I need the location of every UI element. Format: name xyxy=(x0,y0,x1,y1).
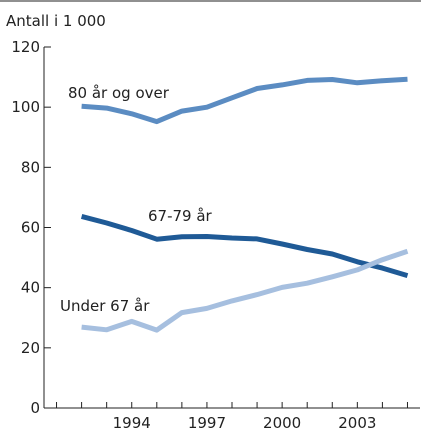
y-tick-label: 60 xyxy=(21,219,40,237)
x-axis-ticks: 1994 1997 2000 2003 xyxy=(56,402,408,432)
x-tick-label: 2000 xyxy=(263,414,301,432)
y-tick-label: 0 xyxy=(30,399,40,417)
y-tick-label: 40 xyxy=(21,279,40,297)
x-tick-label: 1997 xyxy=(188,414,226,432)
y-tick-label: 80 xyxy=(21,158,40,176)
x-tick-label: 2003 xyxy=(338,414,376,432)
y-tick-label: 20 xyxy=(21,339,40,357)
series-line-0 xyxy=(81,76,408,125)
series-label-80-og-over: 80 år og over xyxy=(68,84,170,102)
y-unit-label: Antall i 1 000 xyxy=(6,12,106,30)
x-tick-label: 1994 xyxy=(113,414,151,432)
y-tick-label: 120 xyxy=(11,38,40,56)
y-tick-label: 100 xyxy=(11,98,40,116)
y-axis-ticks: 0 20 40 60 80 100 120 xyxy=(11,38,51,417)
series-line-2 xyxy=(81,248,409,333)
series-lines xyxy=(80,76,409,333)
series-line-1 xyxy=(80,213,409,278)
series-label-under-67: Under 67 år xyxy=(60,297,150,315)
series-label-67-79: 67-79 år xyxy=(148,207,213,225)
